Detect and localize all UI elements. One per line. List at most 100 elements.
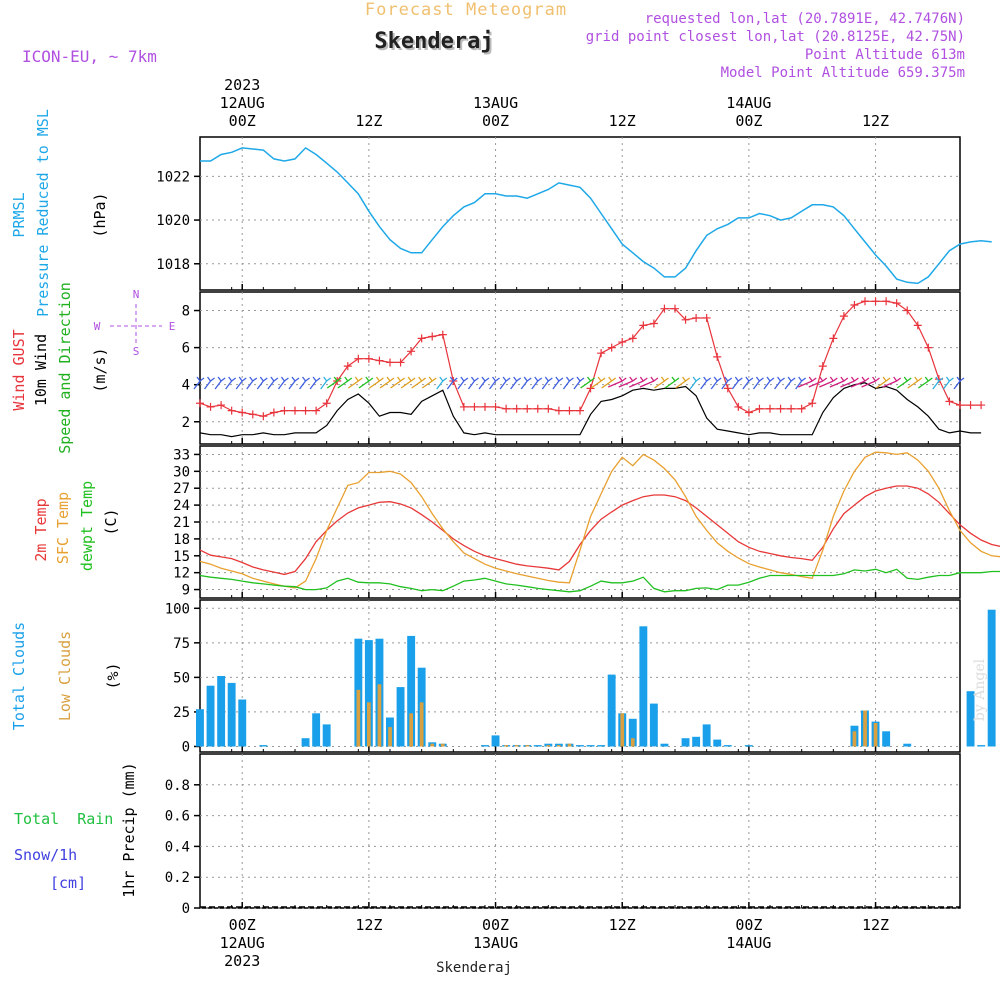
gust-marker	[892, 299, 901, 308]
low-cloud-bar	[525, 745, 530, 747]
grid-lines	[200, 137, 960, 909]
gust-marker	[945, 397, 954, 406]
wind-barb	[225, 376, 237, 390]
compass-n: N	[133, 288, 140, 301]
precip-labels: Total Rain Snow/1h [cm] 1hr Precip (mm)	[14, 762, 138, 897]
gust-marker	[227, 406, 236, 415]
low-cloud-bar	[409, 713, 413, 747]
wind-barb	[436, 376, 448, 390]
wind-barb	[299, 376, 310, 390]
total-cloud-bar	[692, 736, 701, 747]
y-tick-label: 0.2	[165, 870, 190, 886]
low-cloud-bar	[356, 689, 361, 747]
credit: by Angel	[972, 658, 988, 721]
y-tick-label: 1018	[156, 257, 190, 273]
gust-marker	[280, 406, 289, 415]
total-cloud-bar	[702, 724, 711, 747]
wind-barb	[861, 376, 880, 388]
temperature-labels: 2m Temp SFC Temp dewpt Temp (C)	[32, 481, 120, 571]
compass-w: W	[94, 320, 101, 333]
dewpt-label: dewpt Temp	[78, 481, 96, 571]
y-tick-label: 18	[173, 532, 190, 548]
gust-marker	[977, 401, 986, 410]
wind-barb	[531, 376, 543, 390]
gust-marker	[671, 304, 679, 313]
gust-marker	[512, 404, 521, 413]
gust-marker	[470, 402, 479, 411]
gust-marker	[702, 313, 711, 322]
prmsl-label: PRMSL	[10, 192, 28, 237]
wind-barb	[478, 376, 490, 390]
compass-e: E	[169, 320, 176, 333]
grid-point-coords: grid point closest lon,lat (20.8125E, 42…	[586, 29, 965, 45]
y-tick-label: 50	[173, 670, 190, 686]
wind-barb	[932, 376, 944, 390]
wind-barb	[326, 376, 342, 389]
wind-gust-line	[199, 300, 982, 417]
wind-barb	[309, 376, 321, 390]
gust-marker	[850, 300, 859, 309]
gust-marker	[723, 384, 732, 393]
wind-barb	[400, 376, 416, 389]
low-cloud-bar	[630, 738, 635, 747]
gust-marker	[301, 406, 310, 415]
y-tick-label: 30	[173, 464, 190, 480]
y-tick-label: 9	[182, 583, 190, 599]
wind-barb	[654, 376, 669, 389]
gust-marker	[956, 401, 964, 410]
gust-marker	[744, 408, 753, 417]
y-tick-label: 1022	[156, 169, 190, 185]
gust-marker	[407, 347, 416, 356]
total-cloud-bar	[533, 745, 542, 747]
forecast-title: Forecast Meteogram	[365, 0, 567, 20]
low-cloud-bar	[546, 745, 551, 747]
y-tick-label: 6	[182, 341, 190, 357]
wind-barb	[590, 376, 606, 389]
sfc-temp-line	[199, 451, 1000, 589]
gust-marker	[797, 404, 806, 413]
wind-barb	[721, 376, 733, 390]
wind-gust-label: Wind GUST	[10, 329, 28, 410]
compass-s: S	[133, 345, 140, 358]
total-cloud-bar	[491, 735, 500, 747]
time-label-top: 12Z	[355, 112, 382, 130]
wind-barb	[664, 376, 680, 389]
gust-marker	[438, 330, 447, 339]
total-cloud-bar	[713, 739, 722, 747]
gust-marker	[291, 406, 299, 415]
total-rain-label: Total Rain	[14, 810, 113, 828]
clouds-unit: (%)	[104, 662, 122, 689]
total-cloud-bar	[238, 699, 247, 747]
gust-marker	[269, 408, 278, 417]
gust-marker	[681, 315, 690, 324]
gust-marker	[966, 401, 975, 410]
gust-marker	[238, 408, 247, 417]
low-cloud-bar	[873, 723, 878, 747]
wind-barb	[489, 376, 500, 390]
time-label-bottom: 2023	[224, 952, 260, 970]
total-cloud-bar	[227, 682, 236, 747]
total-cloud-bar	[364, 640, 373, 747]
time-label-bottom: 14AUG	[726, 934, 771, 952]
wind-barb	[510, 376, 522, 390]
total-cloud-bar	[744, 745, 753, 747]
y-tick-label: 2	[182, 415, 190, 431]
time-label-top: 2023	[224, 76, 260, 94]
sfc-temp-label: SFC Temp	[54, 492, 72, 564]
wind-barb	[467, 376, 479, 390]
low-cloud-bar	[557, 745, 561, 747]
gust-marker	[808, 399, 817, 408]
gust-marker	[502, 404, 511, 413]
gust-marker	[861, 297, 869, 306]
time-label-bottom: 12Z	[862, 916, 889, 934]
gust-marker	[386, 358, 394, 367]
wind-barb	[193, 376, 205, 390]
total-cloud-bar	[196, 709, 204, 747]
wind-barb	[629, 376, 648, 388]
y-tick-label: 0	[182, 901, 190, 917]
y-tick-label: 0	[182, 739, 190, 755]
gust-marker	[259, 412, 268, 421]
low-clouds-label: Low Clouds	[56, 631, 74, 721]
total-cloud-bar	[301, 738, 310, 747]
wind-barb	[580, 376, 595, 389]
